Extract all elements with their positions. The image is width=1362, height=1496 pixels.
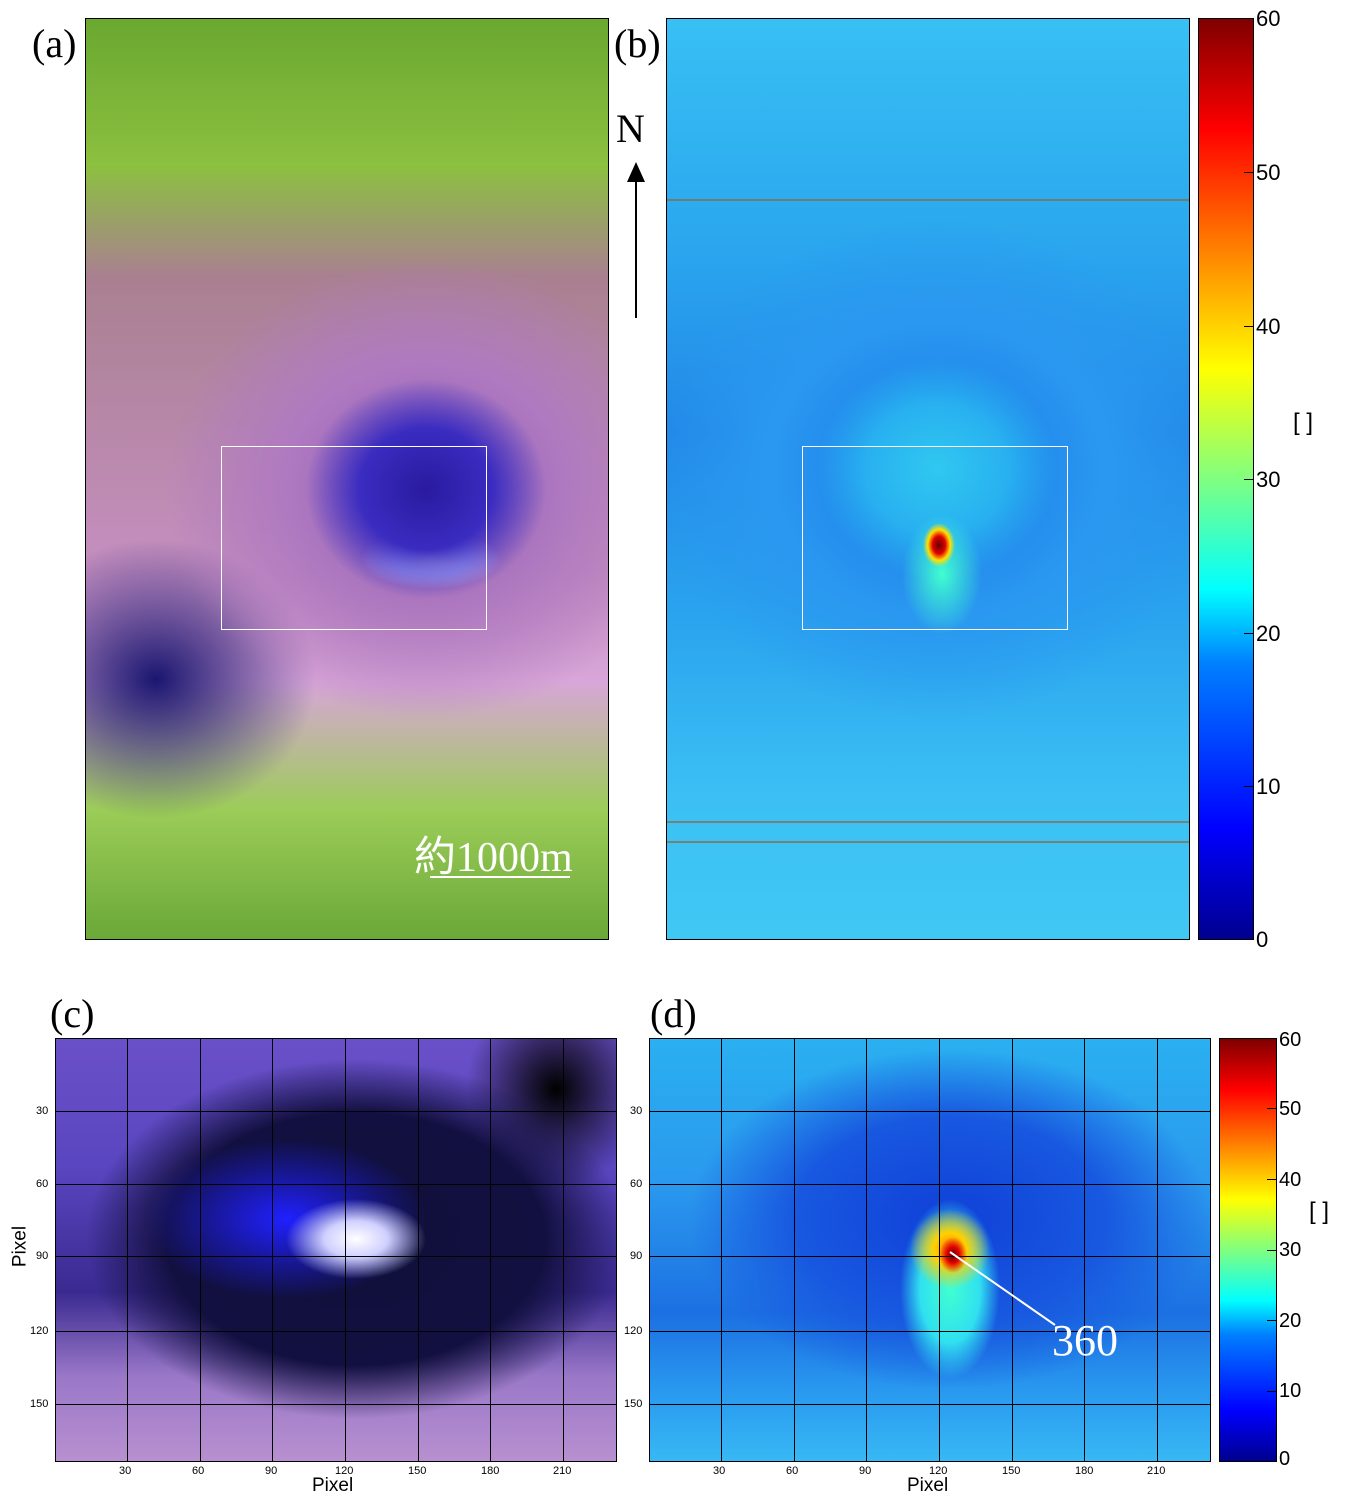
colorbar-top-tick-label: 30 [1256,467,1281,492]
north-arrow-icon [627,162,645,318]
x-tick-label: 180 [481,1465,500,1477]
y-tick-label: 150 [624,1398,643,1410]
colorbar-bottom-tick-label: 0 [1279,1448,1291,1470]
y-tick-label: 30 [36,1105,49,1117]
y-axis-title: Pixel [9,1225,31,1268]
panel-a-image: 約1000m [85,18,609,940]
panel-c-image [55,1038,617,1462]
x-tick-label: 120 [929,1465,948,1477]
colorbar-bottom-tick-label: 60 [1279,1029,1302,1051]
colorbar-top-tick-label: 20 [1256,621,1281,646]
x-tick-label: 60 [786,1465,799,1477]
colorbar-top-tick-label: 50 [1256,160,1281,185]
x-tick-label: 60 [192,1465,205,1477]
sensor-stripe [667,841,1189,843]
x-tick-label: 210 [553,1465,572,1477]
north-label: N [616,106,645,151]
panel-c-label: (c) [50,991,95,1036]
y-tick-label: 120 [30,1325,49,1337]
x-tick-label: 30 [119,1465,132,1477]
y-tick-label: 120 [624,1325,643,1337]
colorbar-top-tick-label: 40 [1256,314,1281,339]
y-tick-label: 90 [36,1250,49,1262]
x-tick-label: 150 [408,1465,427,1477]
panel-b-label: (b) [614,21,661,66]
panel-b-image [666,18,1190,940]
x-tick-label: 180 [1075,1465,1094,1477]
sensor-stripe [667,199,1189,201]
y-tick-label: 60 [630,1178,643,1190]
x-tick-label: 90 [859,1465,872,1477]
annotation-value: 360 [1052,1316,1118,1365]
panel-a-label: (a) [32,21,77,66]
annotation-leader-line [949,1251,1056,1326]
y-tick-label: 90 [630,1250,643,1262]
x-tick-label: 90 [265,1465,278,1477]
colorbar-bottom-tick-label: 50 [1279,1098,1302,1120]
panel-d-label: (d) [650,991,697,1036]
panel-d-image [649,1038,1211,1462]
x-axis-title: Pixel [312,1475,354,1496]
scale-text: 約1000m [414,835,573,881]
colorbar-bottom-tick-label: 40 [1279,1169,1302,1191]
sensor-stripe [667,821,1189,823]
colorbar-bottom-tick-label: 10 [1279,1380,1302,1402]
x-tick-label: 210 [1147,1465,1166,1477]
colorbar-bottom-tick-label: 20 [1279,1310,1302,1332]
region-of-interest-box [802,446,1068,630]
colorbar-top-unit: [ ] [1293,409,1314,436]
y-tick-label: 150 [30,1398,49,1410]
colorbar-top-tick-label: 60 [1256,6,1281,31]
x-axis-title: Pixel [907,1475,949,1496]
colorbar-top-tick-label: 0 [1256,927,1269,952]
x-tick-label: 30 [713,1465,726,1477]
y-tick-label: 30 [630,1105,643,1117]
colorbar-top-tick-label: 10 [1256,774,1281,799]
x-tick-label: 150 [1002,1465,1021,1477]
region-of-interest-box [221,446,487,630]
y-tick-label: 60 [36,1178,49,1190]
x-tick-label: 120 [335,1465,354,1477]
colorbar-bottom-tick-label: 30 [1279,1239,1302,1261]
colorbar-bottom-unit: [ ] [1309,1198,1330,1225]
scale-bar [430,876,570,878]
